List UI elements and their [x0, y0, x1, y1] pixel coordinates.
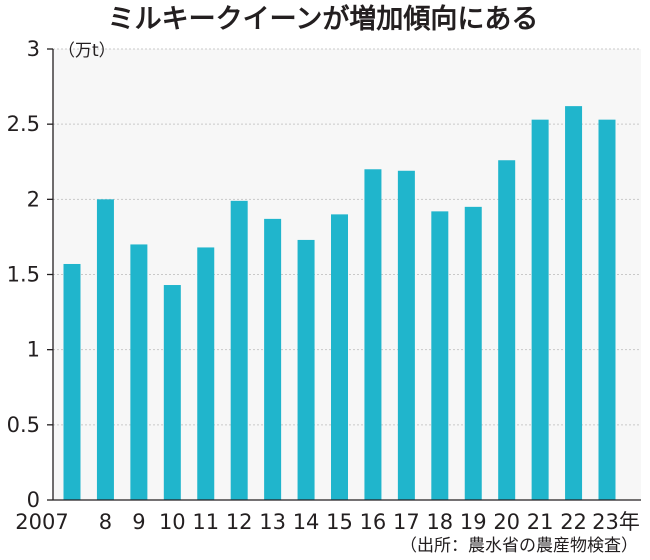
x-tick-label: 16 [360, 510, 387, 534]
x-tick-label: 2007 [15, 510, 68, 534]
y-tick-label: 0.5 [7, 413, 40, 437]
y-axis-unit-label: （万t） [58, 41, 116, 61]
bar-14 [531, 119, 549, 500]
x-tick-label: 15 [326, 510, 353, 534]
x-tick-label: 19 [460, 510, 487, 534]
bar-2 [130, 244, 148, 500]
bars [63, 106, 616, 501]
source-note: （出所：農水省の農産物検査） [400, 536, 638, 556]
bar-3 [163, 285, 181, 500]
x-tick-label: 10 [159, 510, 186, 534]
bar-13 [498, 160, 516, 500]
y-tick-label: 2 [27, 187, 40, 211]
x-tick-label: 22 [560, 510, 587, 534]
y-tick-labels: 0 0.5 1 1.5 2 2.5 3 [7, 37, 53, 512]
x-tick-label: 8 [99, 510, 112, 534]
y-tick-label: 0 [27, 488, 40, 512]
x-tick-label: 12 [226, 510, 253, 534]
x-tick-label: 23年 [592, 510, 640, 534]
x-tick-label: 11 [192, 510, 219, 534]
bar-6 [264, 218, 282, 501]
x-tick-label: 21 [527, 510, 554, 534]
y-tick-label: 3 [27, 37, 40, 61]
bar-4 [197, 247, 215, 500]
bar-1 [96, 199, 114, 501]
y-tick-label: 2.5 [7, 112, 40, 136]
chart-title: ミルキークイーンが増加傾向にある [108, 3, 539, 35]
bar-8 [331, 214, 348, 500]
x-tick-label: 13 [259, 510, 286, 534]
x-tick-label: 18 [426, 510, 453, 534]
bar-15 [565, 106, 583, 501]
bar-11 [431, 211, 449, 501]
bar-5 [230, 200, 248, 500]
x-tick-labels: 2007 8 9 10 11 12 13 14 15 16 17 18 19 20 21 22 23年 [15, 510, 640, 534]
x-tick-label: 20 [493, 510, 520, 534]
bar-9 [364, 169, 382, 500]
bar-16 [598, 119, 616, 500]
bar-7 [297, 239, 315, 500]
bar-10 [397, 170, 415, 500]
bar-12 [464, 206, 482, 500]
x-tick-label: 9 [132, 510, 145, 534]
x-tick-label: 14 [293, 510, 320, 534]
bar-0 [63, 263, 81, 500]
y-tick-label: 1.5 [7, 263, 40, 287]
x-tick-label: 17 [393, 510, 420, 534]
y-tick-label: 1 [27, 338, 40, 362]
